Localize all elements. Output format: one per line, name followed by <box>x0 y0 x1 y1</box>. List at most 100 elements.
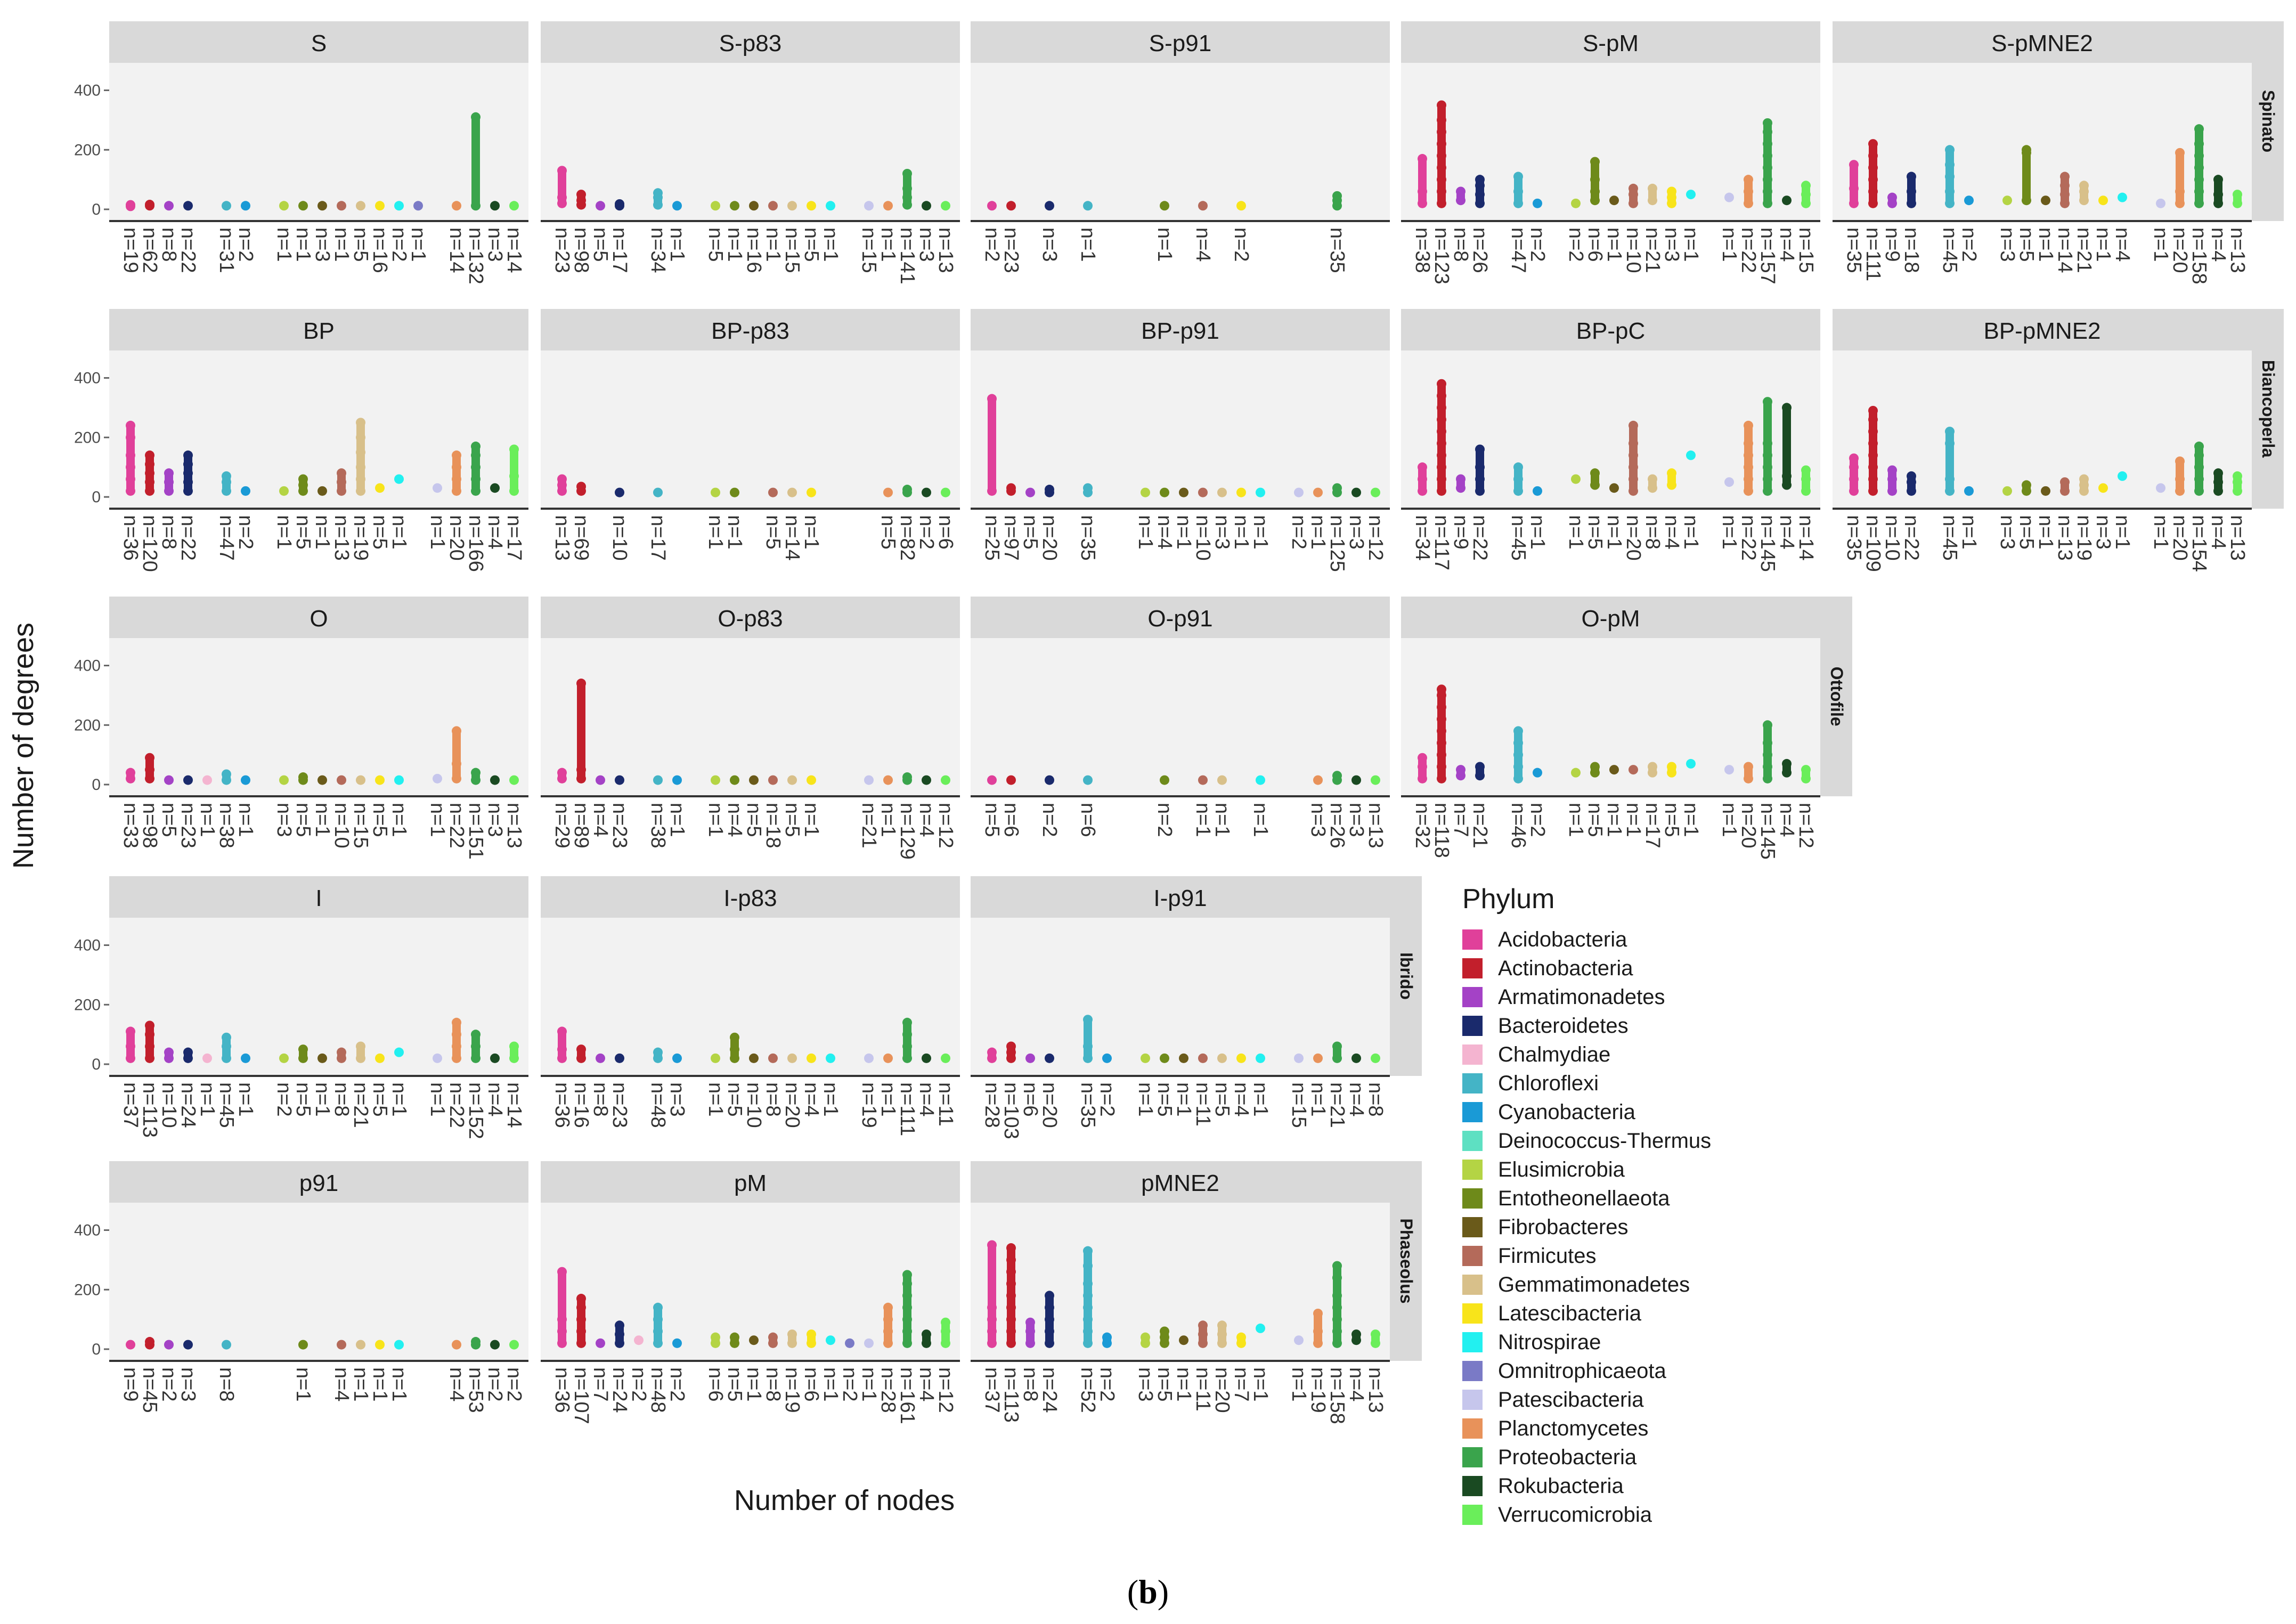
node-count-label: n=18 <box>762 803 784 848</box>
data-point <box>987 1315 997 1325</box>
data-point <box>1217 1329 1227 1340</box>
node-count-label: n=2 <box>234 515 257 549</box>
node-count-label: n=53 <box>465 1367 487 1413</box>
node-count-label: n=23 <box>177 803 199 848</box>
node-count-label: n=14 <box>1795 515 1817 561</box>
data-point <box>672 1338 682 1348</box>
data-point <box>1351 487 1361 497</box>
node-count-label: n=5 <box>877 515 899 549</box>
legend-swatch <box>1462 1332 1483 1352</box>
data-point <box>2079 181 2089 191</box>
panel-background <box>971 638 1390 796</box>
data-point <box>749 1335 759 1345</box>
node-count-label: n=33 <box>119 803 142 848</box>
node-count-label: n=3 <box>177 1367 199 1401</box>
node-count-label: n=8 <box>1641 515 1664 549</box>
data-point <box>1006 1338 1016 1348</box>
data-point <box>164 477 174 487</box>
node-count-label: n=13 <box>330 515 353 561</box>
data-point <box>2194 462 2204 472</box>
data-point <box>1629 438 1638 448</box>
data-point <box>2194 139 2204 149</box>
data-point <box>471 775 481 785</box>
node-count-label: n=1 <box>1565 803 1587 837</box>
node-count-label: n=97 <box>1000 515 1022 561</box>
data-point <box>883 1315 893 1325</box>
node-count-label: n=35 <box>1843 515 1865 561</box>
data-point <box>653 188 663 198</box>
data-point <box>452 1340 461 1350</box>
data-point <box>1083 1315 1093 1325</box>
node-count-label: n=1 <box>1565 515 1587 549</box>
y-tick-label: 0 <box>92 201 101 218</box>
data-point <box>2060 486 2070 496</box>
data-point <box>1513 762 1523 772</box>
data-point <box>807 201 816 211</box>
data-point <box>2213 190 2223 200</box>
data-point <box>1475 762 1485 772</box>
data-point <box>1437 427 1446 437</box>
data-point <box>1849 474 1859 484</box>
data-point <box>1907 186 1916 197</box>
data-point <box>1006 1279 1016 1289</box>
data-point <box>1868 414 1878 425</box>
data-point <box>1801 765 1811 775</box>
node-count-label: n=38 <box>647 803 669 848</box>
data-point <box>145 765 154 775</box>
data-point <box>126 420 135 430</box>
data-point <box>1371 775 1380 785</box>
data-point <box>2156 198 2165 208</box>
y-tick-label: 200 <box>74 996 101 1014</box>
node-count-label: n=13 <box>1364 803 1387 848</box>
data-point <box>730 201 739 211</box>
node-count-label: n=1 <box>311 1082 333 1116</box>
data-point <box>826 1335 835 1345</box>
data-point <box>222 1340 231 1350</box>
data-point <box>1868 438 1878 448</box>
node-count-label: n=5 <box>704 227 727 262</box>
node-count-label: n=3 <box>1038 227 1061 262</box>
data-point <box>1102 1332 1112 1342</box>
data-point <box>864 1053 874 1063</box>
data-point <box>1648 483 1657 493</box>
data-point <box>615 1338 624 1348</box>
data-point <box>1744 462 1753 472</box>
node-count-label: n=15 <box>1795 227 1817 273</box>
data-point <box>222 769 231 779</box>
data-point <box>145 1030 154 1040</box>
data-point <box>1868 139 1878 149</box>
node-count-label: n=5 <box>1153 1082 1176 1116</box>
node-count-label: n=5 <box>762 515 784 549</box>
y-tick-label: 0 <box>92 488 101 506</box>
data-point <box>557 192 567 202</box>
y-axis-title: Number of degrees <box>7 623 39 869</box>
row-strip-label: Spinato <box>2259 90 2278 152</box>
panel-title: pM <box>734 1170 767 1196</box>
node-count-label: n=3 <box>915 227 938 262</box>
node-count-label: n=20 <box>781 1082 803 1128</box>
data-point <box>1763 450 1772 460</box>
data-point <box>1782 195 1792 206</box>
data-point <box>356 201 365 211</box>
data-point <box>452 1041 461 1051</box>
node-count-label: n=12 <box>934 803 957 848</box>
data-point <box>1418 462 1427 472</box>
node-count-label: n=1 <box>1173 1367 1195 1401</box>
data-point <box>1437 474 1446 484</box>
node-count-label: n=5 <box>292 1082 314 1116</box>
node-count-label: n=2 <box>503 1367 525 1401</box>
data-point <box>902 168 912 178</box>
data-point <box>1744 438 1753 448</box>
data-point <box>183 450 193 460</box>
data-point <box>298 1053 308 1063</box>
node-count-label: n=7 <box>1450 803 1472 837</box>
data-point <box>1513 198 1523 208</box>
node-count-label: n=2 <box>1565 227 1587 262</box>
data-point <box>1236 487 1246 497</box>
node-count-label: n=132 <box>465 227 487 284</box>
data-point <box>987 1302 997 1312</box>
data-point <box>787 487 797 497</box>
data-point <box>1763 175 1772 185</box>
data-point <box>298 1044 308 1055</box>
